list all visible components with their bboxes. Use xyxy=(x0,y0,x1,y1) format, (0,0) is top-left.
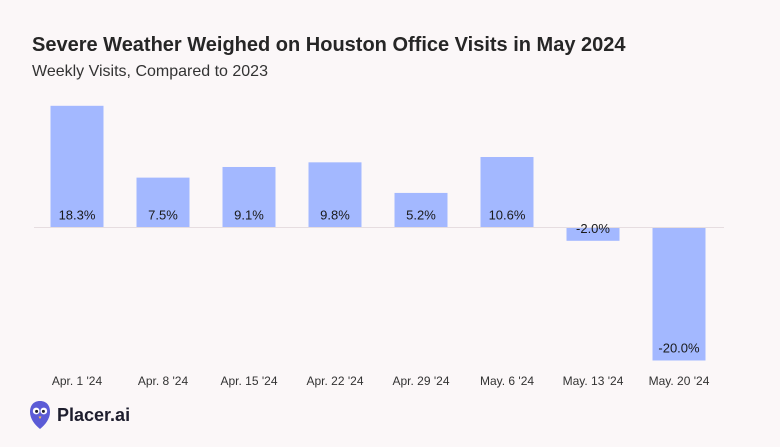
chart-subtitle: Weekly Visits, Compared to 2023 xyxy=(32,63,268,80)
brand-name: Placer.ai xyxy=(57,404,131,425)
bar-value-label-4: 9.8% xyxy=(320,208,350,223)
bar-8 xyxy=(652,227,706,361)
chart-title: Severe Weather Weighed on Houston Office… xyxy=(32,34,626,56)
bar-6 xyxy=(480,157,534,228)
bar-value-label-2: 7.5% xyxy=(148,208,178,223)
bar-value-label-6: 10.6% xyxy=(489,208,526,223)
x-tick-label-4: Apr. 22 '24 xyxy=(307,374,364,388)
bar-3 xyxy=(222,166,276,228)
bar-value-label-5: 5.2% xyxy=(406,208,436,223)
bar-value-label-8: -20.0% xyxy=(658,341,700,356)
x-tick-label-1: Apr. 1 '24 xyxy=(52,374,103,388)
bar-value-label-1: 18.3% xyxy=(59,208,96,223)
x-tick-label-5: Apr. 29 '24 xyxy=(393,374,450,388)
x-tick-label-8: May. 20 '24 xyxy=(649,374,710,388)
brand-logo: Placer.ai xyxy=(29,400,130,430)
x-tick-label-3: Apr. 15 '24 xyxy=(221,374,278,388)
bar-4 xyxy=(308,162,362,228)
placer-owl-icon xyxy=(30,401,50,429)
bar-7 xyxy=(566,227,620,241)
bar-value-label-3: 9.1% xyxy=(234,208,264,223)
x-tick-label-6: May. 6 '24 xyxy=(480,374,534,388)
x-tick-label-2: Apr. 8 '24 xyxy=(138,374,189,388)
bar-2 xyxy=(136,177,190,228)
x-tick-label-7: May. 13 '24 xyxy=(563,374,624,388)
bar-5 xyxy=(394,192,448,228)
bar-value-label-7: -2.0% xyxy=(576,221,610,236)
bar-1 xyxy=(50,105,104,228)
